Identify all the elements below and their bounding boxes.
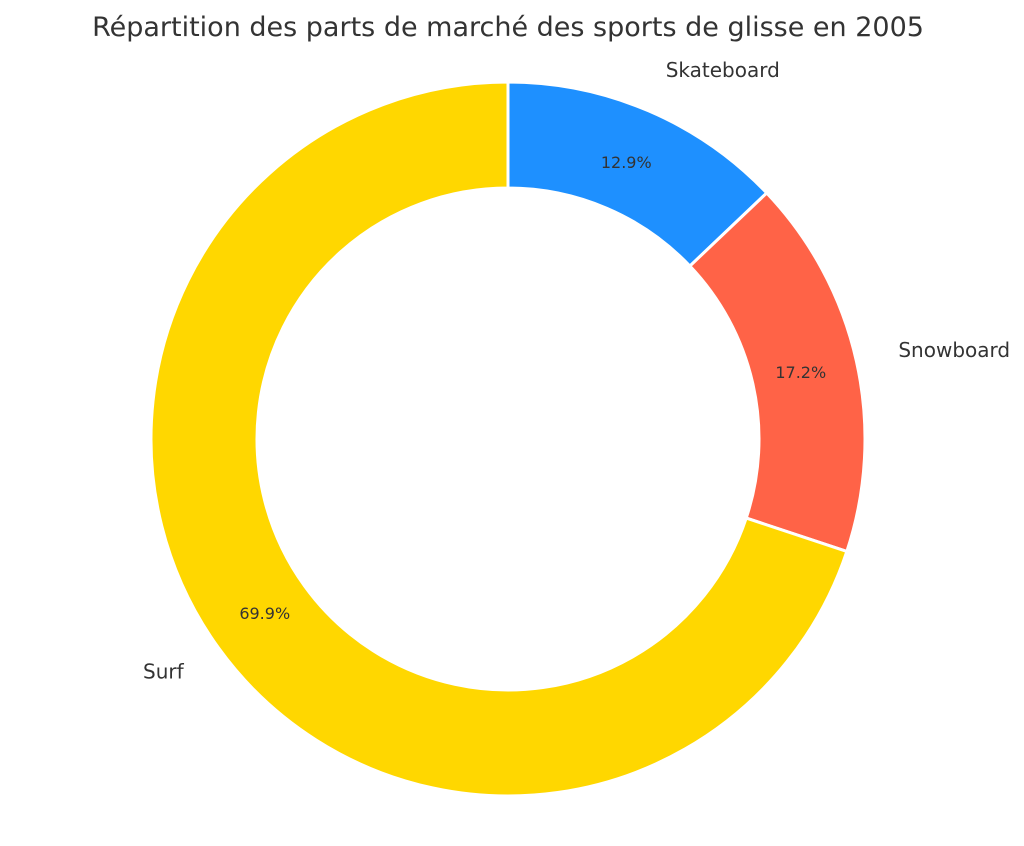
slice-surf [149, 80, 849, 798]
value-label-surf: 69.9% [239, 604, 290, 623]
value-label-skateboard: 12.9% [601, 153, 652, 172]
donut-slices [149, 80, 867, 798]
value-label-snowboard: 17.2% [775, 363, 826, 382]
category-label-snowboard: Snowboard [898, 338, 1010, 362]
chart-title: Répartition des parts de marché des spor… [92, 12, 924, 43]
category-label-surf: Surf [143, 660, 185, 684]
donut-labels: 12.9% Skateboard 17.2% Snowboard 69.9% Surf [143, 58, 1010, 684]
category-label-skateboard: Skateboard [666, 58, 780, 82]
